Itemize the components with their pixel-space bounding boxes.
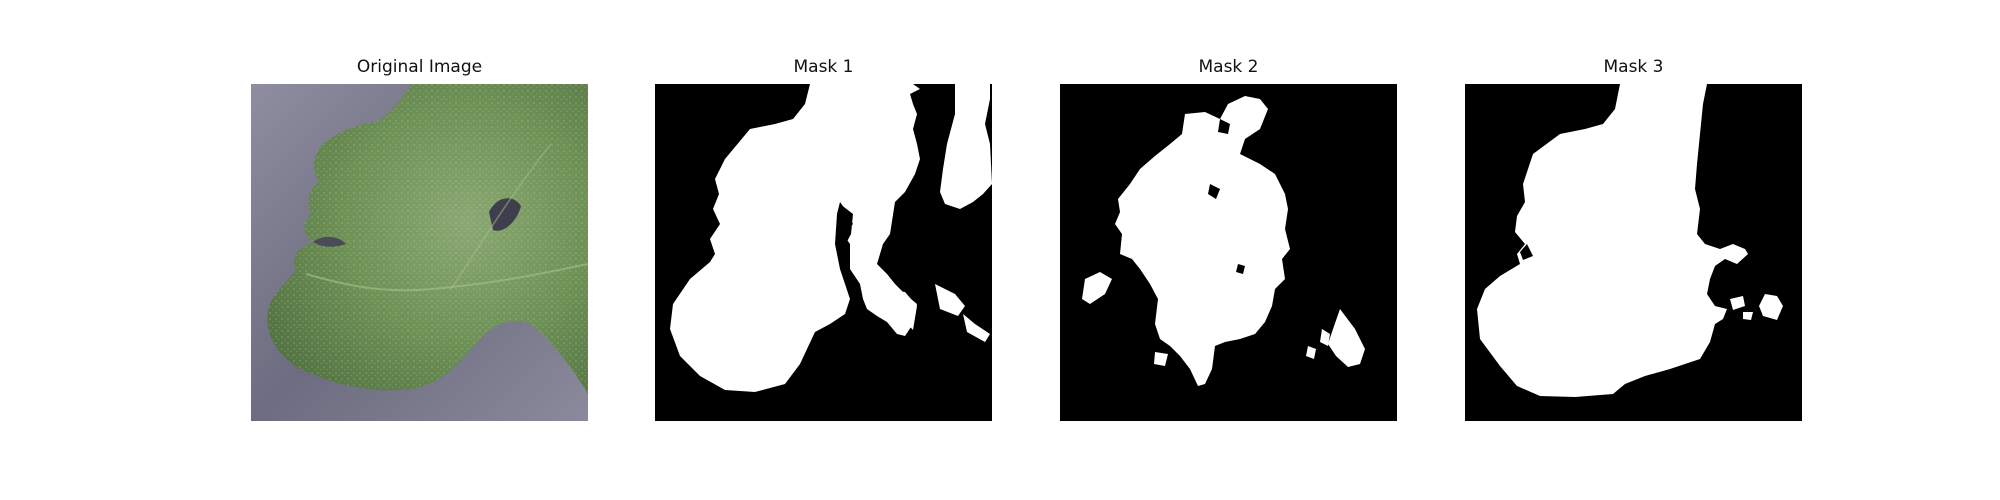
original-image-panel: Original Image (251, 84, 588, 421)
mask-2-panel: Mask 2 (1060, 84, 1397, 421)
mask-2-image (1060, 84, 1397, 421)
mask-1-panel: Mask 1 (655, 84, 992, 421)
panel-title: Mask 2 (1060, 57, 1397, 77)
mask-3-panel: Mask 3 (1465, 84, 1802, 421)
mask-1-image (655, 84, 992, 421)
mask-3-image (1465, 84, 1802, 421)
original-image (251, 84, 588, 421)
panel-title: Original Image (251, 57, 588, 77)
panel-title: Mask 1 (655, 57, 992, 77)
panel-title: Mask 3 (1465, 57, 1802, 77)
